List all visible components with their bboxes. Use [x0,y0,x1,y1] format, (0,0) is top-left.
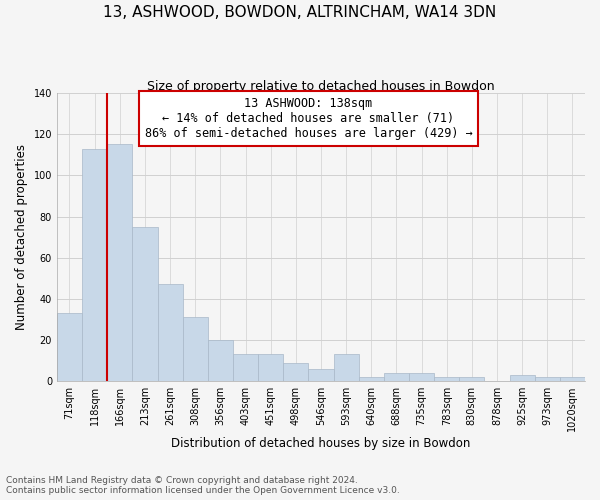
Text: Contains HM Land Registry data © Crown copyright and database right 2024.
Contai: Contains HM Land Registry data © Crown c… [6,476,400,495]
Bar [384,373,409,381]
Bar [359,377,384,381]
Bar [182,318,208,381]
Bar [107,144,133,381]
Text: 13 ASHWOOD: 138sqm
← 14% of detached houses are smaller (71)
86% of semi-detache: 13 ASHWOOD: 138sqm ← 14% of detached hou… [145,97,472,140]
Bar [509,375,535,381]
Bar [334,354,359,381]
Y-axis label: Number of detached properties: Number of detached properties [15,144,28,330]
Bar [459,377,484,381]
Title: Size of property relative to detached houses in Bowdon: Size of property relative to detached ho… [147,80,495,93]
Bar [233,354,258,381]
Bar [283,362,308,381]
Bar [434,377,459,381]
Text: 13, ASHWOOD, BOWDON, ALTRINCHAM, WA14 3DN: 13, ASHWOOD, BOWDON, ALTRINCHAM, WA14 3D… [103,5,497,20]
Bar [308,369,334,381]
X-axis label: Distribution of detached houses by size in Bowdon: Distribution of detached houses by size … [171,437,470,450]
Bar [208,340,233,381]
Bar [57,314,82,381]
Bar [158,284,182,381]
Bar [82,148,107,381]
Bar [133,227,158,381]
Bar [258,354,283,381]
Bar [535,377,560,381]
Bar [409,373,434,381]
Bar [560,377,585,381]
